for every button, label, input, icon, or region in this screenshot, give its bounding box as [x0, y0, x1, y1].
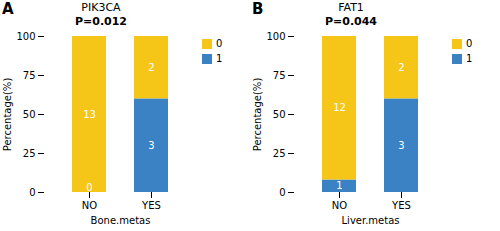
svg-text:1: 1: [336, 180, 342, 191]
svg-text:NO: NO: [82, 200, 97, 211]
html-text:1: 1: [466, 53, 473, 64]
html-text:1: 1: [216, 53, 223, 64]
svg-text:2: 2: [398, 62, 404, 73]
svg-text:3: 3: [398, 140, 404, 151]
svg-text:13: 13: [83, 109, 96, 120]
svg-text:Percentage(%): Percentage(%): [2, 78, 13, 152]
svg-text:NO: NO: [332, 200, 347, 211]
svg-text:2: 2: [148, 62, 154, 73]
svg-text:0: 0: [86, 182, 92, 193]
html-text:P=0.012: P=0.012: [75, 15, 127, 28]
svg-text:0: 0: [29, 187, 35, 198]
svg-text:50: 50: [273, 109, 286, 120]
svg-text:25: 25: [23, 148, 36, 159]
svg-text:100: 100: [16, 31, 35, 42]
html-text:P=0.044: P=0.044: [325, 15, 377, 28]
svg-text:YES: YES: [141, 200, 161, 211]
svg-text:50: 50: [23, 109, 36, 120]
svg-text:100: 100: [266, 31, 285, 42]
html-text:A: A: [2, 0, 14, 18]
svg-text:Liver.metas: Liver.metas: [342, 215, 400, 226]
svg-text:YES: YES: [391, 200, 411, 211]
svg-text:75: 75: [273, 70, 286, 81]
svg-text:25: 25: [273, 148, 286, 159]
html-text:FAT1: FAT1: [338, 1, 364, 14]
html-text:PIK3CA: PIK3CA: [81, 1, 121, 14]
html-text:0: 0: [216, 38, 223, 49]
svg-text:Percentage(%): Percentage(%): [252, 78, 263, 152]
html-text:B: B: [252, 0, 264, 18]
svg-text:0: 0: [279, 187, 285, 198]
svg-text:12: 12: [333, 102, 346, 113]
html-text:0: 0: [466, 38, 473, 49]
svg-text:Bone.metas: Bone.metas: [91, 215, 151, 226]
svg-text:3: 3: [148, 140, 154, 151]
svg-text:75: 75: [23, 70, 36, 81]
